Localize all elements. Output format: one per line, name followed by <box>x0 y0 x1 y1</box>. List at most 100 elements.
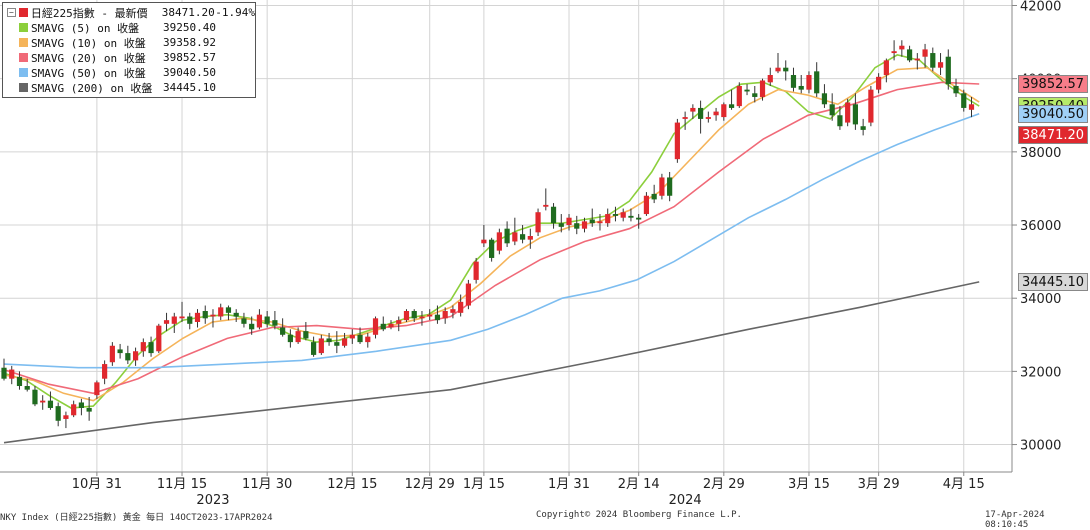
candle-body <box>303 331 309 339</box>
x-tick-label: 11月 15 <box>157 477 207 492</box>
legend-row-sma[interactable]: SMAVG (5) on 收盤 39250.40 <box>3 20 255 35</box>
x-year-label: 2024 <box>669 493 702 508</box>
candle-body <box>94 382 100 396</box>
candle-body <box>473 261 479 280</box>
legend-row-sma[interactable]: SMAVG (200) on 收盤 34445.10 <box>3 80 255 95</box>
candle-body <box>419 316 425 319</box>
candle-body <box>272 320 278 326</box>
candle-body <box>690 107 696 112</box>
candle-body <box>9 369 15 379</box>
candle-body <box>388 323 394 328</box>
candle-body <box>318 338 324 354</box>
x-tick-label: 2月 29 <box>703 477 745 492</box>
legend-row-sma[interactable]: SMAVG (20) on 收盤 39852.57 <box>3 50 255 65</box>
legend-row-sma[interactable]: SMAVG (10) on 收盤 39358.92 <box>3 35 255 50</box>
candle-body <box>883 60 889 76</box>
candle-body <box>643 195 650 215</box>
y-tick-label: 32000 <box>1020 365 1061 380</box>
candle-body <box>543 204 549 207</box>
candle-body <box>311 342 317 355</box>
candle-body <box>698 107 704 119</box>
candle-body <box>280 327 286 335</box>
candle-body <box>790 75 797 88</box>
legend-name: SMAVG (50) on 收盤 <box>31 66 146 80</box>
legend-name: SMAVG (5) on 收盤 <box>31 21 140 35</box>
candle-body <box>396 320 402 324</box>
candle-body <box>821 93 828 105</box>
candle-body <box>574 223 580 229</box>
candle-body <box>102 364 108 379</box>
legend-swatch <box>19 83 28 92</box>
candle-body <box>71 404 77 416</box>
candle-body <box>434 314 441 321</box>
legend-swatch <box>19 23 28 32</box>
candle-body <box>372 318 379 335</box>
candle-body <box>512 232 518 242</box>
candle-body <box>225 307 232 313</box>
candle-body <box>55 406 61 421</box>
candle-body <box>210 314 216 317</box>
candle-body <box>744 89 750 92</box>
value-tag: 39852.57 <box>1018 75 1088 94</box>
candle-body <box>117 349 123 354</box>
candle-body <box>249 323 255 330</box>
candle-body <box>535 212 541 233</box>
candle-body <box>202 311 208 319</box>
candle-body <box>558 223 564 227</box>
candle-body <box>628 215 634 218</box>
legend-value: 39852.57 <box>163 51 216 64</box>
candle-body <box>233 312 239 317</box>
candle-body <box>728 104 735 108</box>
x-tick-label: 2月 14 <box>618 477 660 492</box>
x-tick-label: 12月 15 <box>327 477 377 492</box>
legend-name: SMAVG (200) on 收盤 <box>31 81 153 95</box>
candle-body <box>47 400 54 408</box>
candle-body <box>125 353 131 361</box>
x-tick-label: 10月 31 <box>72 477 122 492</box>
candle-body <box>334 342 340 346</box>
candle-body <box>295 331 301 343</box>
sma-line <box>3 281 980 444</box>
y-axis-ticks: 30000320003400036000380004000042000 <box>1012 0 1061 454</box>
footer-timestamp: 17-Apr-2024 08:10:45 <box>985 510 1045 530</box>
candle-body <box>163 320 170 324</box>
candle-body <box>914 58 920 61</box>
x-axis-ticks: 10月 31 11月 15 11月 30 12月 15 12月 29 1月 15 1月 31… <box>0 471 1012 508</box>
x-year-label: 2023 <box>196 493 229 508</box>
candle-body <box>961 93 967 108</box>
legend-row-price[interactable]: − 日經225指數 - 最新價 38471.20 -1.94% <box>3 5 255 20</box>
candle-body <box>814 71 820 94</box>
legend-value: 34445.10 <box>163 81 216 94</box>
candle-body <box>489 239 495 258</box>
candle-body <box>659 177 665 196</box>
candle-body <box>612 214 619 216</box>
legend-row-sma[interactable]: SMAVG (50) on 收盤 39040.50 <box>3 65 255 80</box>
candle-body <box>458 301 464 313</box>
candle-body <box>380 323 386 330</box>
candle-body <box>876 76 882 90</box>
candle-body <box>341 338 348 346</box>
candle-body <box>759 80 766 97</box>
candle-body <box>674 122 680 160</box>
collapse-toggle-icon[interactable]: − <box>7 8 16 17</box>
candle-body <box>721 104 727 118</box>
candle-body <box>357 334 363 343</box>
candlesticks <box>1 40 975 429</box>
candle-body <box>783 67 789 72</box>
candle-body <box>179 316 185 319</box>
legend[interactable]: − 日經225指數 - 最新價 38471.20 -1.94% SMAVG (5) on… <box>2 2 256 98</box>
footer-copyright: Copyright© 2024 Bloomberg Finance L.P. <box>536 510 742 520</box>
candle-body <box>868 89 874 123</box>
candle-body <box>906 49 913 61</box>
x-tick-label: 1月 31 <box>548 477 590 492</box>
candle-body <box>589 219 595 224</box>
legend-swatch <box>19 68 28 77</box>
y-tick-label: 42000 <box>1020 0 1061 14</box>
candle-body <box>566 217 572 226</box>
candle-body <box>667 177 673 196</box>
legend-swatch <box>19 53 28 62</box>
sma-lines <box>3 54 980 444</box>
candle-body <box>937 62 944 68</box>
candle-body <box>930 53 936 68</box>
candle-body <box>767 75 773 83</box>
